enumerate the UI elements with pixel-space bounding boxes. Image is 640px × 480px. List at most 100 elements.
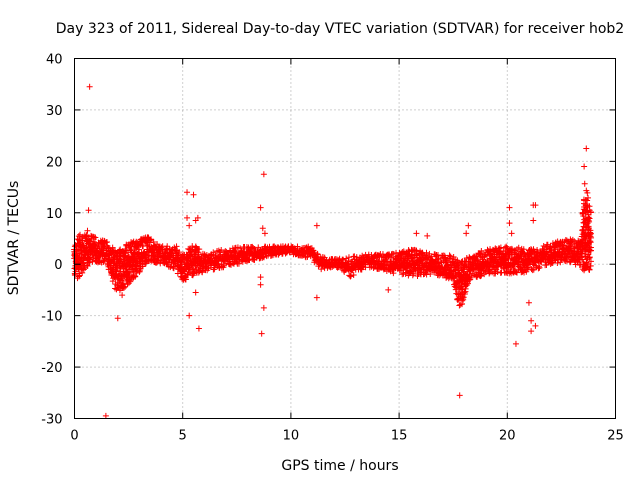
data-point: [128, 246, 135, 253]
y-axis-label: SDTVAR / TECUs: [6, 181, 22, 296]
data-point: [173, 243, 180, 250]
data-point: [508, 230, 515, 237]
data-point: [512, 340, 519, 347]
data-point: [85, 259, 92, 266]
data-point: [585, 251, 592, 258]
data-point: [83, 231, 90, 238]
grid-layer: [74, 58, 616, 419]
data-point: [86, 83, 93, 90]
data-point: [76, 272, 83, 279]
data-point: [461, 290, 468, 297]
data-point: [587, 262, 594, 269]
data-point: [524, 264, 531, 271]
data-point: [450, 260, 457, 267]
data-point: [127, 278, 134, 285]
data-point: [122, 245, 129, 252]
y-tick-label: -10: [41, 310, 62, 325]
data-point: [132, 273, 139, 280]
data-point: [585, 214, 592, 221]
data-point: [360, 254, 367, 261]
data-point: [313, 222, 320, 229]
data-point: [176, 249, 183, 256]
data-point: [583, 261, 590, 268]
data-point: [529, 267, 536, 274]
data-point: [413, 230, 420, 237]
data-point: [427, 271, 434, 278]
data-point: [502, 258, 509, 265]
data-point: [525, 299, 532, 306]
data-point: [102, 412, 109, 419]
data-point: [260, 304, 267, 311]
data-point: [587, 233, 594, 240]
data-point: [186, 222, 193, 229]
data-point: [456, 392, 463, 399]
x-tick-label: 10: [283, 429, 300, 444]
data-point: [477, 253, 484, 260]
data-point: [379, 251, 386, 258]
y-tick-label: 10: [46, 207, 63, 222]
data-point: [348, 272, 355, 279]
data-point: [260, 171, 267, 178]
data-point: [170, 264, 177, 271]
data-point: [567, 242, 574, 249]
data-point: [139, 263, 146, 270]
data-point: [506, 204, 513, 211]
data-point: [257, 281, 264, 288]
data-point: [313, 294, 320, 301]
data-point: [558, 251, 565, 258]
data-point: [318, 266, 325, 273]
plot-frame: [74, 58, 616, 419]
data-point: [192, 289, 199, 296]
data-point: [194, 214, 201, 221]
data-point: [496, 245, 503, 252]
data-point: [158, 244, 165, 251]
y-tick-label: 20: [46, 155, 63, 170]
data-point: [528, 328, 535, 335]
data-point: [587, 258, 594, 265]
data-point: [410, 270, 417, 277]
data-point: [304, 253, 311, 260]
data-point: [587, 208, 594, 215]
x-tick-label: 0: [70, 429, 78, 444]
data-point: [581, 180, 588, 187]
data-point: [347, 273, 354, 280]
data-point: [556, 240, 563, 247]
data-point: [586, 266, 593, 273]
data-point: [190, 191, 197, 198]
data-point: [75, 233, 82, 240]
data-point: [184, 214, 191, 221]
y-tick-label: 30: [46, 104, 63, 119]
data-point: [460, 294, 467, 301]
data-point: [119, 280, 126, 287]
data-point: [218, 247, 225, 254]
data-point: [424, 232, 431, 239]
data-point: [310, 247, 317, 254]
data-point: [250, 245, 257, 252]
data-point: [434, 251, 441, 258]
data-point: [196, 246, 203, 253]
data-point: [458, 286, 465, 293]
data-point: [423, 271, 430, 278]
data-point: [465, 222, 472, 229]
data-point: [540, 243, 547, 250]
data-point: [85, 207, 92, 214]
data-point: [92, 234, 99, 241]
data-point: [136, 266, 143, 273]
data-point: [345, 257, 352, 264]
data-point: [579, 210, 586, 217]
data-point: [259, 225, 266, 232]
data-point: [239, 258, 246, 265]
y-tick-label: 40: [46, 53, 63, 68]
data-points: [71, 83, 595, 419]
data-point: [385, 286, 392, 293]
data-point: [463, 230, 470, 237]
data-point: [460, 296, 467, 303]
data-point: [257, 274, 264, 281]
data-point: [84, 227, 91, 234]
data-point: [178, 261, 185, 268]
data-point: [569, 236, 576, 243]
x-tick-label: 5: [179, 429, 187, 444]
data-point: [587, 239, 594, 246]
data-point: [409, 272, 416, 279]
data-point: [119, 292, 126, 299]
